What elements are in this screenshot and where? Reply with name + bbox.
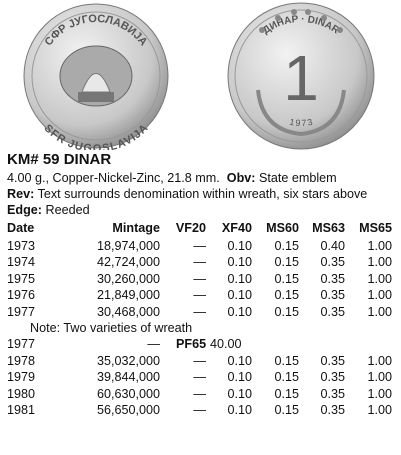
column-header: MS60 [266,221,299,235]
cell: 1.00 [367,271,392,286]
cell: 0.35 [320,386,345,401]
cell: 1.00 [367,353,392,368]
obverse-coin: СФР ЈУГОСЛАВИЈА SFR JUGOSLAVIJA [23,3,169,150]
cell: 0.15 [274,386,299,401]
cell: — [193,353,206,368]
cell: 0.15 [274,403,299,417]
cell: 30,260,000 [96,271,160,286]
reverse-coin: 1 ДИНАР · DINAR 1973 [227,2,375,150]
cell: 0.15 [274,271,299,286]
cell: 1.00 [367,386,392,401]
cell: 0.40 [320,239,345,253]
cell: — [193,271,206,286]
title: KM# 59 DINAR [7,151,112,168]
cell: — [193,239,206,253]
column-header: XF40 [221,221,252,235]
cell: 0.10 [227,288,252,303]
column-header: VF20 [175,221,206,235]
cell: 39,844,000 [96,370,160,385]
stars [259,9,343,33]
column-header: Date [7,221,35,235]
date: 1974 [7,255,36,270]
cell: 0.15 [274,370,299,385]
cell: 0.15 [274,288,299,303]
cell: 0.35 [320,271,345,286]
cell: 56,650,000 [96,403,160,417]
column-header: MS65 [359,221,392,235]
label: Edge: [7,203,42,217]
denomination: 1 [283,42,319,114]
cell: 1.00 [367,239,392,253]
cell: 0.10 [227,271,252,286]
cell: 0.35 [320,353,345,368]
text: Reeded [45,203,90,217]
specs: 4.00 g., Copper-Nickel-Zinc, 21.8 mm. [7,171,220,185]
cell: — [147,337,160,352]
cell: 0.35 [320,370,345,385]
cell: 0.15 [274,255,299,270]
label: Rev: [7,187,35,201]
cell: 0.15 [274,239,299,253]
cell: 1.00 [367,304,392,319]
cell: 0.15 [274,304,299,319]
cell: 1.00 [367,403,392,417]
price: 40.00 [210,337,242,352]
coin-images: СФР ЈУГОСЛАВИЈА SFR JUGOSLAVIJA 1 ДИНАР … [23,2,375,150]
label: Obv: [226,171,256,185]
cell: 21,849,000 [96,288,160,303]
date: 1981 [7,403,36,417]
cell: 1.00 [367,255,392,270]
cell: 0.10 [227,239,252,253]
cell: 1.00 [367,288,392,303]
text: Text surrounds denomination within wreat… [37,187,368,201]
column-header: Mintage [112,221,160,235]
cell: — [193,255,206,270]
date: 1978 [7,353,36,368]
date: 1979 [7,370,36,385]
cell: — [193,370,206,385]
text: State emblem [258,171,337,185]
cell: 30,468,000 [96,304,160,319]
date: 1977 [7,337,36,352]
date: 1977 [7,304,36,319]
cell: 0.35 [320,288,345,303]
cell: 0.35 [320,304,345,319]
cell: 1.00 [367,370,392,385]
date: 1973 [7,239,36,253]
cell: 0.35 [320,255,345,270]
cell: 0.15 [274,353,299,368]
cell: — [193,386,206,401]
cell: 18,974,000 [96,239,160,253]
cell: 42,724,000 [96,255,160,270]
description: 4.00 g., Copper-Nickel-Zinc, 21.8 mm. Ob… [7,170,399,218]
cell: — [193,403,206,417]
date: 1980 [7,386,36,401]
cell: 35,032,000 [96,353,160,368]
cell: 0.35 [320,403,345,417]
cell: 0.10 [227,403,252,417]
cell: 0.10 [227,255,252,270]
cell: 0.10 [227,353,252,368]
column-header: MS63 [312,221,345,235]
cell: 0.10 [227,370,252,385]
cell: — [193,304,206,319]
cell: 0.10 [227,304,252,319]
cell: 60,630,000 [96,386,160,401]
cell: — [193,288,206,303]
date: 1975 [7,271,36,286]
cell: 0.10 [227,386,252,401]
grade: PF65 [176,337,207,352]
note: Note: Two varieties of wreath [30,321,193,335]
date: 1976 [7,288,36,303]
